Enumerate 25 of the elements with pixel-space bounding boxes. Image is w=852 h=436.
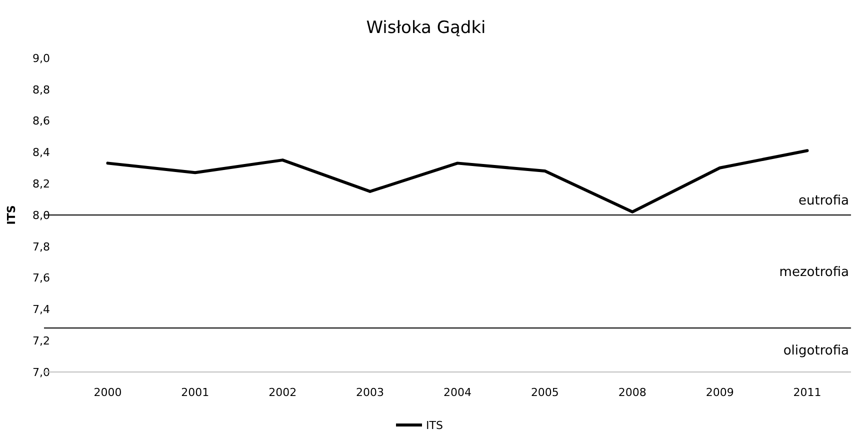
y-axis-title: ITS [5,205,18,225]
x-tick-label: 2005 [530,386,559,399]
annotation: oligotrofia [783,344,849,359]
chart-title: Wisłoka Gądki [366,18,486,38]
x-tick-label: 2002 [268,386,297,399]
x-tick-label: 2003 [356,386,384,399]
y-tick-label: 7,6 [32,272,50,285]
legend-label: ITS [426,418,443,432]
y-tick-label: 8,8 [32,83,50,96]
x-tick-label: 2011 [793,386,822,399]
y-tick-label: 7,4 [32,303,50,316]
y-tick-label: 8,4 [32,146,50,160]
x-tick-label: 2009 [706,386,734,399]
y-tick-label: 8,0 [32,208,50,222]
y-tick-label: 9,0 [32,52,50,65]
x-tick-label: 2004 [444,386,472,399]
x-tick-label: 2001 [181,386,210,399]
x-tick-label: 2000 [94,386,122,399]
annotation: eutrofia [798,194,849,209]
annotation: mezotrofia [779,265,849,280]
y-tick-label: 7,2 [32,334,50,348]
y-tick-label: 8,6 [32,114,50,128]
x-tick-label: 2008 [618,386,646,399]
y-tick-label: 7,8 [32,240,50,254]
y-tick-label: 8,2 [32,177,50,190]
